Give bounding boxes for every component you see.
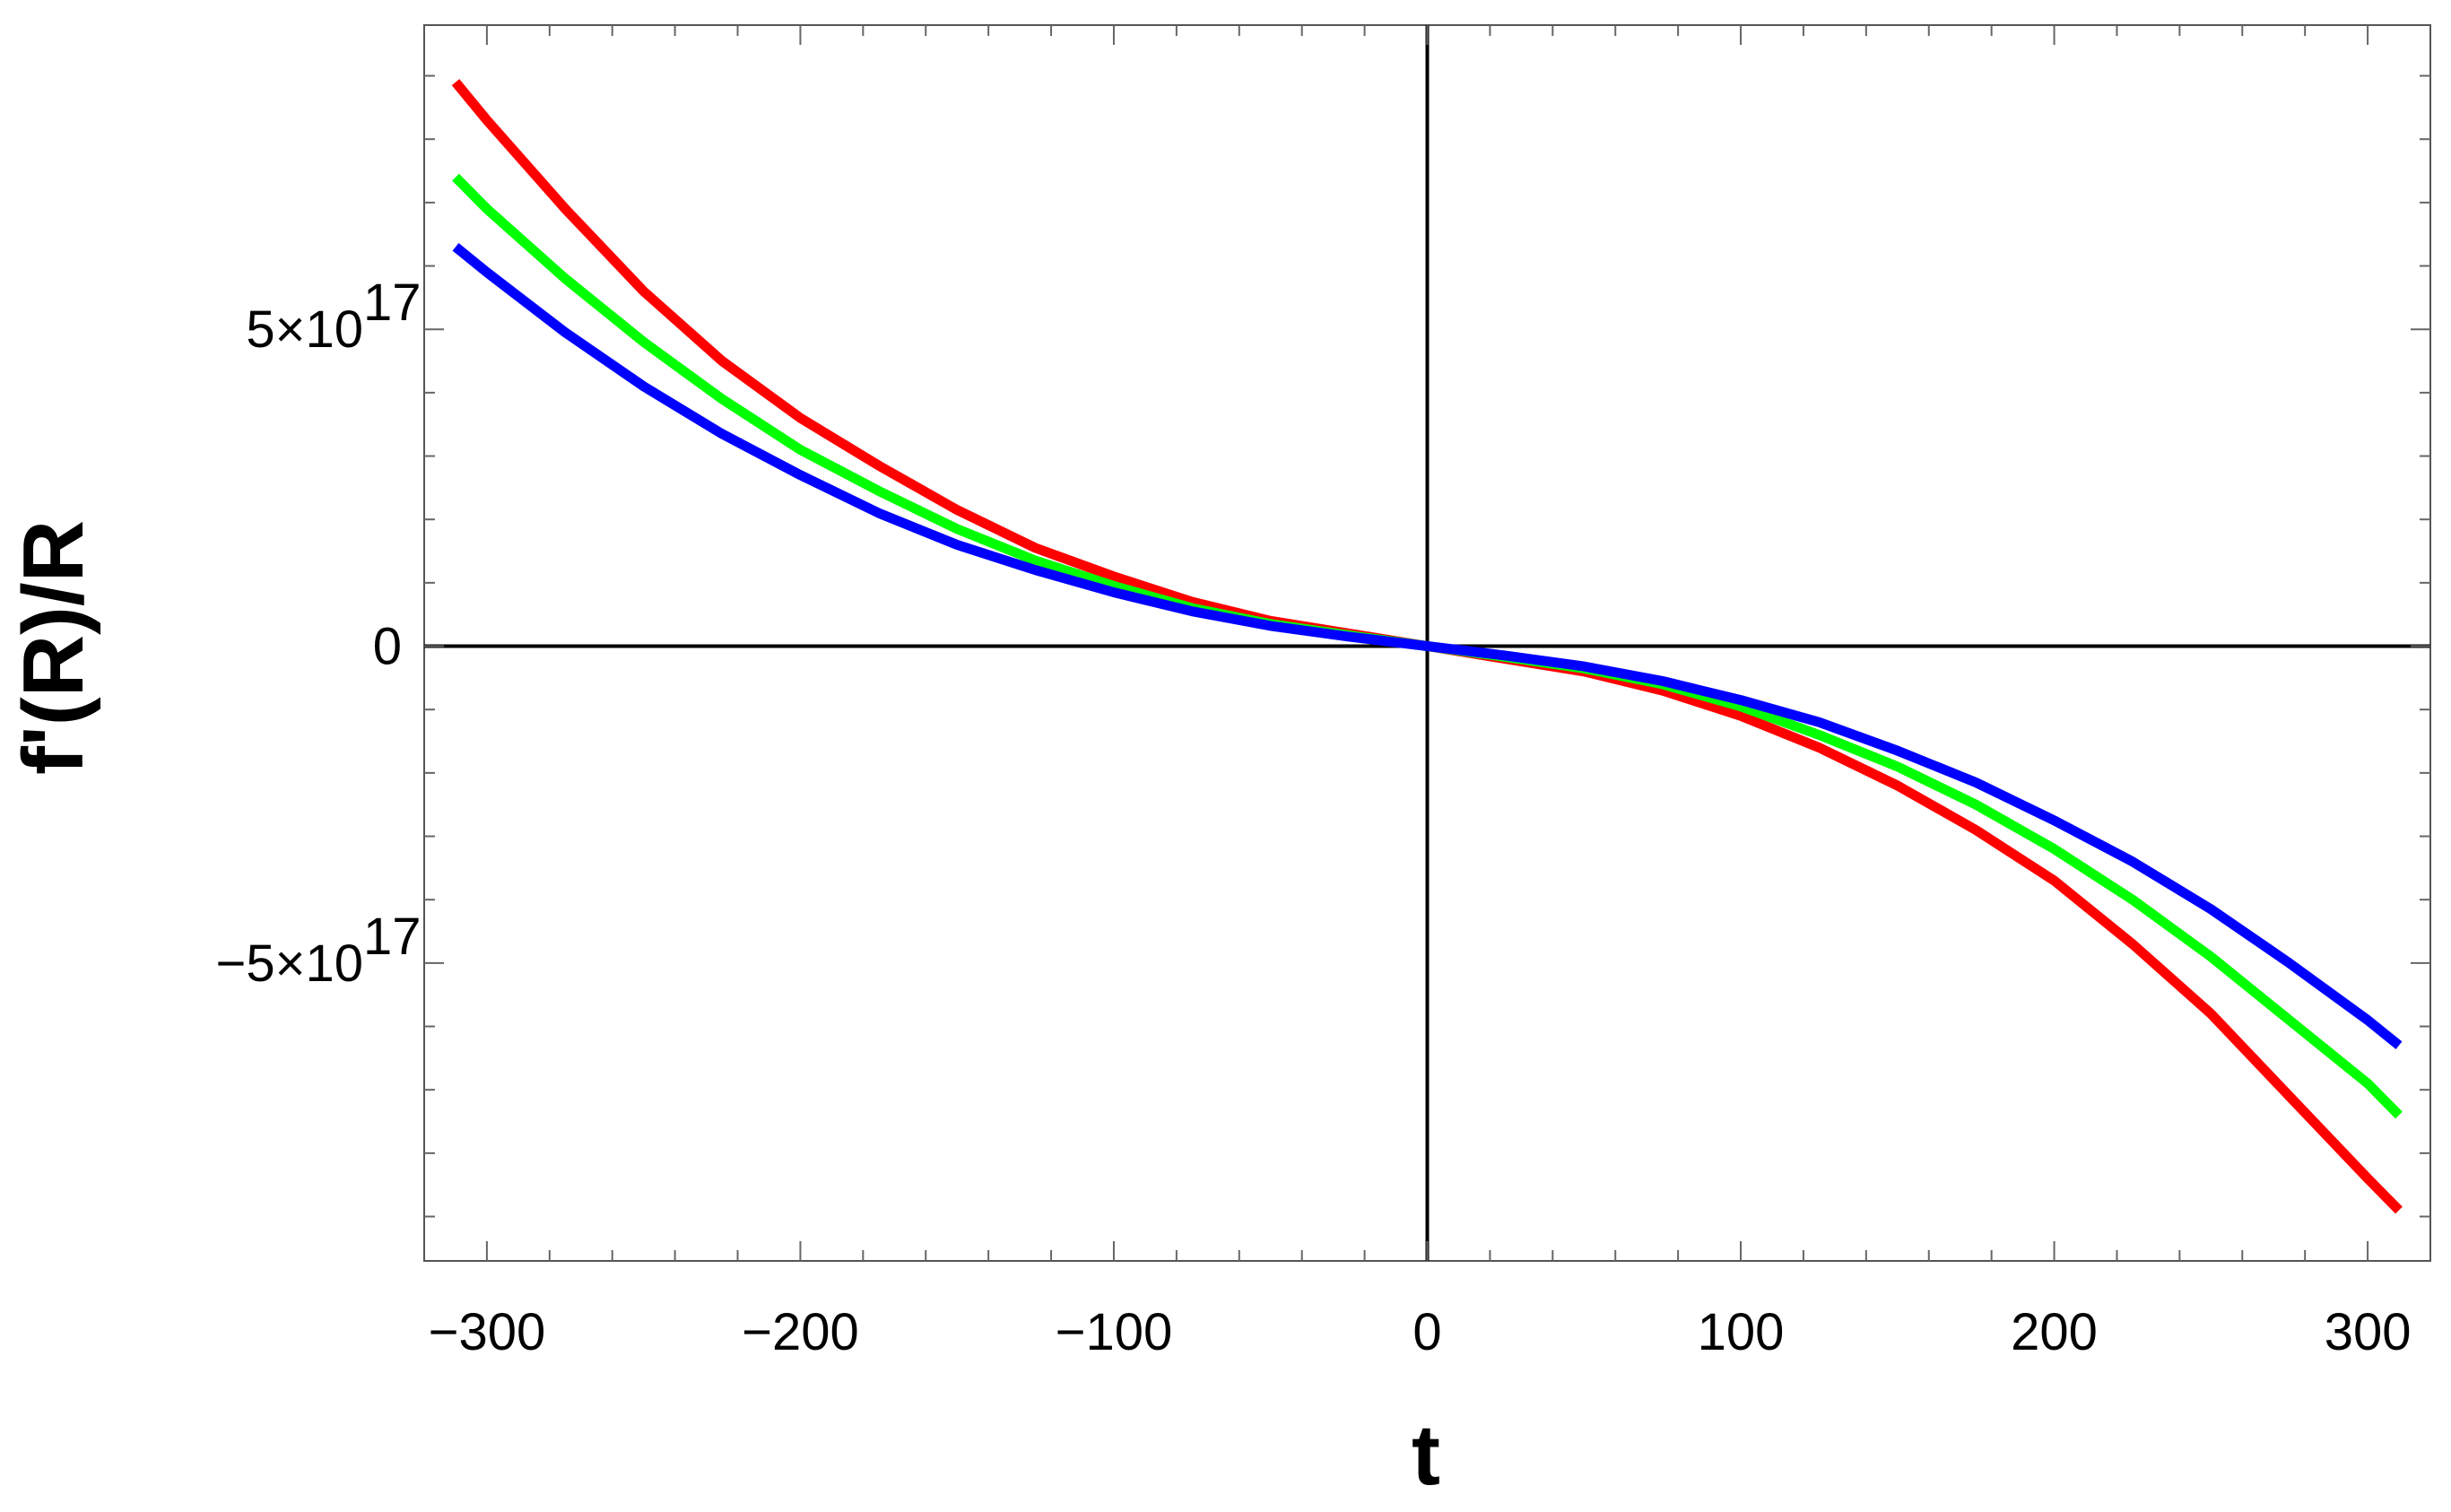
y-tick-exponent: 17	[363, 274, 422, 332]
frame-ticks	[424, 25, 2430, 1261]
y-tick-label: −5×10 17	[215, 908, 421, 993]
x-tick-label: 200	[2011, 1303, 2098, 1361]
y-tick-exponent: 17	[363, 908, 422, 966]
y-axis-title: f'(R)/R	[5, 520, 101, 775]
y-tick-label: 5×10 17	[246, 274, 421, 359]
x-axis-title: t	[1412, 1407, 1440, 1503]
x-tick-label: −100	[1056, 1303, 1173, 1361]
x-tick-label: 100	[1698, 1303, 1785, 1361]
y-tick-mantissa: −5×10	[215, 934, 363, 993]
y-tick-mantissa: 0	[373, 618, 402, 676]
x-tick-label: 0	[1412, 1303, 1441, 1361]
series-layer	[451, 79, 2403, 1214]
y-tick-labels: 5×10 170−5×10 17	[215, 274, 421, 993]
series-line-3	[452, 243, 2403, 1049]
x-tick-label: −300	[429, 1303, 546, 1361]
y-tick-label: 0	[373, 618, 402, 676]
x-tick-label: 300	[2325, 1303, 2412, 1361]
x-tick-label: −200	[742, 1303, 859, 1361]
y-tick-mantissa: 5×10	[246, 300, 363, 359]
x-tick-labels: −300 −200 −100 0 100 200 300	[429, 1303, 2412, 1361]
